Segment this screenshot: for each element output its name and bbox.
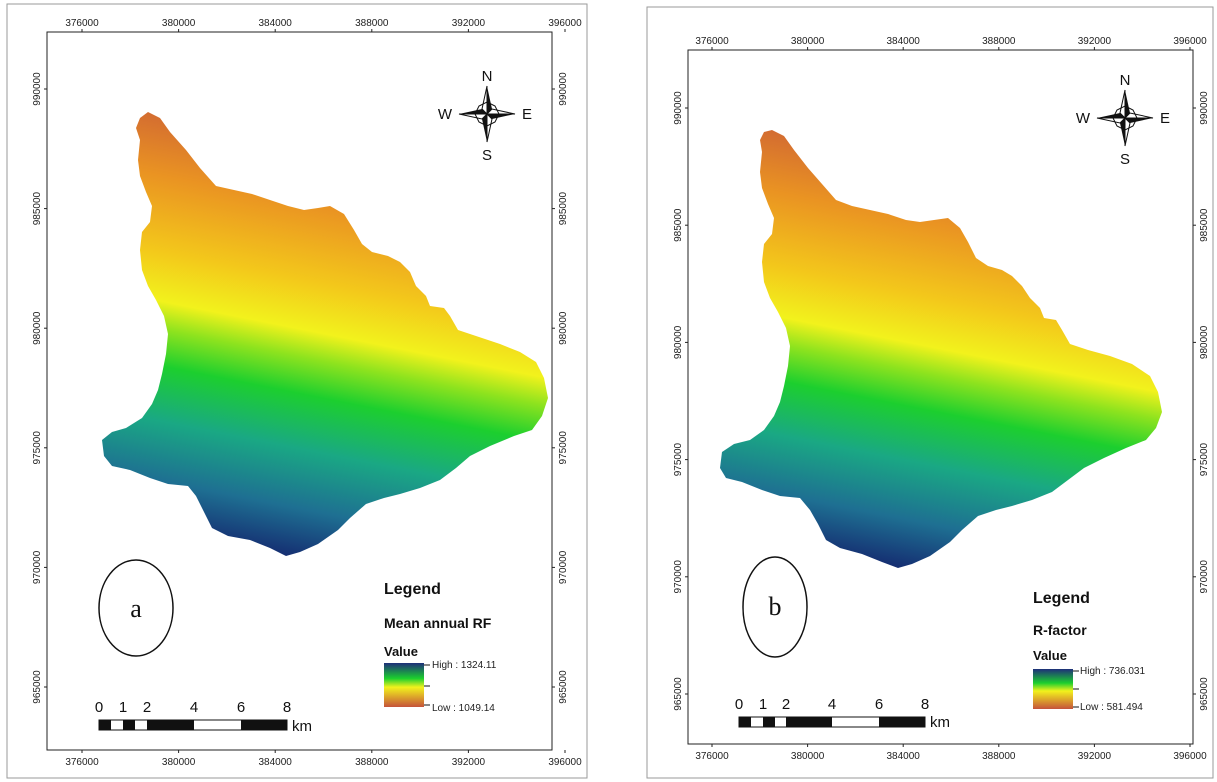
panel-a-label-ellipse: [98, 559, 174, 657]
panel-b-label-ellipse: [742, 556, 808, 658]
x-tick-label-bottom: 380000: [162, 757, 196, 768]
compass-e-label: E: [522, 106, 532, 123]
scale-label-8: 8: [921, 696, 929, 713]
panel-b-watershed-raster: [720, 130, 1162, 568]
map-panel-a: N S E W a Legend Mean annual RF Value Hi…: [6, 3, 588, 779]
y-tick-label-right: 965000: [558, 670, 569, 704]
x-tick-label-top: 396000: [1173, 36, 1207, 47]
x-tick-label-top: 380000: [162, 18, 196, 29]
y-tick-label-left: 990000: [673, 91, 684, 125]
scale-label-4: 4: [190, 699, 198, 716]
x-tick-label-top: 384000: [259, 18, 293, 29]
panel-a-watershed-raster: [102, 112, 548, 556]
compass-s-label: S: [482, 147, 492, 164]
y-tick-label-right: 980000: [1199, 325, 1210, 359]
panel-b-legend-title: Legend: [1033, 590, 1090, 607]
scale-label-0: 0: [735, 696, 743, 713]
panel-a-label: a: [130, 594, 142, 623]
y-tick-label-right: 980000: [558, 311, 569, 345]
x-tick-label-top: 392000: [452, 18, 486, 29]
compass-s-label: S: [1120, 151, 1130, 168]
panel-a-legend-high: High : 1324.11: [432, 660, 497, 671]
y-tick-label-left: 975000: [673, 442, 684, 476]
y-tick-label-right: 990000: [1199, 91, 1210, 125]
compass-n-label: N: [482, 68, 493, 85]
panel-a-legend-ramp: [384, 663, 424, 707]
compass-n-label: N: [1120, 72, 1131, 89]
map-panel-b: N S E W b Legend R-factor Value High : 7…: [646, 6, 1214, 779]
y-tick-label-left: 975000: [32, 431, 43, 465]
scale-label-6: 6: [237, 699, 245, 716]
y-tick-label-left: 985000: [673, 208, 684, 242]
x-tick-label-bottom: 384000: [259, 757, 293, 768]
panel-b-legend-layer: R-factor: [1033, 622, 1087, 638]
x-tick-label-bottom: 388000: [982, 751, 1016, 762]
x-tick-label-top: 376000: [695, 36, 729, 47]
y-tick-label-right: 970000: [1199, 560, 1210, 594]
panel-a-legend-layer: Mean annual RF: [384, 615, 492, 631]
x-tick-label-top: 396000: [548, 18, 582, 29]
y-tick-label-right: 985000: [558, 191, 569, 225]
scale-label-2: 2: [782, 696, 790, 713]
x-tick-label-bottom: 384000: [887, 751, 921, 762]
y-tick-label-right: 975000: [1199, 442, 1210, 476]
compass-e-label: E: [1160, 110, 1170, 127]
scale-label-0: 0: [95, 699, 103, 716]
y-tick-label-left: 970000: [32, 550, 43, 584]
panel-b-legend-ramp: [1033, 669, 1073, 709]
panel-a-north-arrow: N S E W: [438, 68, 532, 164]
compass-w-label: W: [438, 106, 453, 123]
scale-label-1: 1: [759, 696, 767, 713]
x-tick-label-bottom: 392000: [1078, 751, 1112, 762]
y-tick-label-left: 980000: [673, 325, 684, 359]
panel-b-axis-ticks: 376000 376000 380000 380000 384000 384000 3880…: [673, 36, 1210, 762]
panel-a-legend-title: Legend: [384, 581, 441, 598]
x-tick-label-bottom: 396000: [548, 757, 582, 768]
scale-label-8: 8: [283, 699, 291, 716]
x-tick-label-top: 392000: [1078, 36, 1112, 47]
panel-b-legend-low: Low : 581.494: [1080, 702, 1143, 713]
x-tick-label-bottom: 376000: [65, 757, 99, 768]
panel-b-scale-bar: 0 1 2 4 6 8 km: [735, 696, 950, 731]
scale-label-1: 1: [119, 699, 127, 716]
compass-w-label: W: [1076, 110, 1091, 127]
y-tick-label-right: 975000: [558, 431, 569, 465]
x-tick-label-bottom: 380000: [791, 751, 825, 762]
panel-a-legend-low: Low : 1049.14: [432, 703, 495, 714]
panel-a-legend: Legend Mean annual RF Value High : 1324.…: [384, 581, 497, 714]
y-tick-label-right: 970000: [558, 550, 569, 584]
panel-a-legend-value-header: Value: [384, 644, 418, 659]
x-tick-label-top: 376000: [65, 18, 99, 29]
x-tick-label-bottom: 388000: [355, 757, 389, 768]
scale-label-4: 4: [828, 696, 836, 713]
y-tick-label-left: 980000: [32, 311, 43, 345]
y-tick-label-left: 970000: [673, 560, 684, 594]
y-tick-label-left: 965000: [32, 670, 43, 704]
y-tick-label-right: 990000: [558, 72, 569, 106]
y-tick-label-left: 965000: [673, 677, 684, 711]
x-tick-label-top: 388000: [355, 18, 389, 29]
y-tick-label-right: 965000: [1199, 677, 1210, 711]
x-tick-label-bottom: 396000: [1173, 751, 1207, 762]
scale-label-2: 2: [143, 699, 151, 716]
panel-b-legend-high: High : 736.031: [1080, 666, 1145, 677]
panel-b-label: b: [769, 592, 782, 621]
y-tick-label-right: 985000: [1199, 208, 1210, 242]
panel-a-axis-ticks: 376000 376000 380000 380000 384000 384000 3880…: [32, 18, 582, 768]
panel-b-legend: Legend R-factor Value High : 736.031 Low…: [1033, 590, 1145, 713]
x-tick-label-top: 384000: [887, 36, 921, 47]
y-tick-label-left: 990000: [32, 72, 43, 106]
y-tick-label-left: 985000: [32, 191, 43, 225]
scale-label-6: 6: [875, 696, 883, 713]
x-tick-label-bottom: 392000: [452, 757, 486, 768]
panel-b-legend-value-header: Value: [1033, 648, 1067, 663]
panel-b-north-arrow: N S E W: [1076, 72, 1170, 168]
scale-unit: km: [930, 714, 950, 731]
panel-a-scale-bar: 0 1 2 4 6 8 km: [95, 699, 312, 735]
x-tick-label-top: 388000: [982, 36, 1016, 47]
x-tick-label-bottom: 376000: [695, 751, 729, 762]
x-tick-label-top: 380000: [791, 36, 825, 47]
scale-unit: km: [292, 718, 312, 735]
